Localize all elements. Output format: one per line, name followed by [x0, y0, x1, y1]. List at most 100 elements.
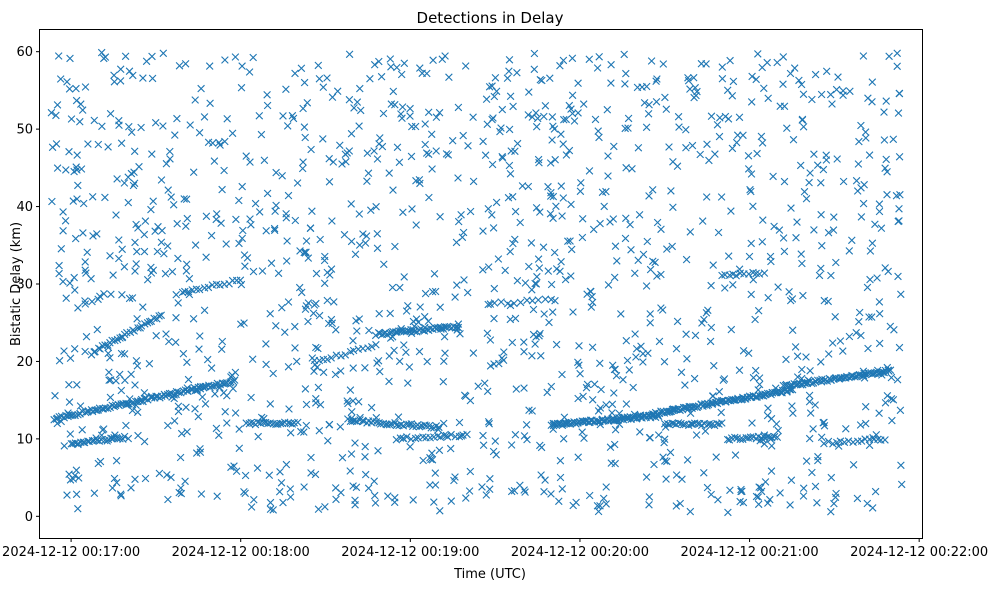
data-point	[483, 387, 492, 396]
data-point	[561, 275, 570, 284]
data-point	[805, 397, 814, 406]
data-point	[574, 358, 582, 367]
data-point	[854, 160, 863, 168]
data-point	[646, 265, 655, 274]
data-point	[821, 376, 829, 384]
data-point	[272, 322, 280, 330]
x-tick-label: 2024-12-12 00:18:00	[172, 545, 310, 560]
data-point	[691, 331, 700, 340]
data-point	[652, 77, 660, 85]
data-point	[469, 113, 477, 121]
data-point	[302, 302, 311, 310]
data-point	[172, 387, 181, 396]
data-point	[302, 421, 311, 430]
data-point	[347, 200, 355, 208]
data-point	[559, 435, 568, 443]
data-point	[720, 375, 729, 383]
data-point	[210, 157, 219, 165]
data-point	[241, 471, 250, 480]
data-point	[65, 85, 74, 93]
data-point	[238, 234, 246, 243]
data-point	[861, 419, 870, 428]
data-point	[748, 419, 756, 427]
data-point	[73, 381, 81, 389]
data-point	[557, 130, 565, 138]
data-point	[546, 74, 554, 82]
data-point	[215, 431, 223, 440]
data-point	[486, 474, 494, 483]
data-point	[752, 492, 761, 501]
data-point	[507, 441, 516, 449]
data-point	[834, 442, 843, 450]
data-point	[505, 161, 514, 170]
data-point	[78, 106, 87, 114]
data-point	[160, 249, 168, 258]
data-point	[344, 399, 352, 408]
data-point	[625, 366, 634, 374]
data-point	[632, 353, 640, 361]
data-point	[300, 248, 308, 257]
data-point	[353, 98, 362, 106]
data-point	[466, 467, 475, 476]
data-point	[135, 162, 143, 171]
data-point	[411, 122, 420, 131]
data-point	[397, 70, 406, 79]
data-point	[297, 64, 306, 73]
data-point	[578, 428, 586, 436]
data-point	[235, 239, 243, 248]
data-point	[386, 309, 394, 318]
data-point	[593, 417, 601, 426]
data-point	[101, 193, 109, 202]
data-point	[385, 377, 393, 386]
data-point	[503, 74, 512, 82]
data-point	[790, 64, 799, 72]
data-point	[653, 75, 661, 83]
data-point	[591, 115, 600, 124]
data-point	[465, 487, 474, 495]
data-point	[533, 272, 541, 281]
data-point	[338, 453, 347, 462]
data-point	[474, 382, 482, 390]
data-point	[469, 349, 478, 357]
data-point	[896, 406, 905, 415]
data-point	[788, 326, 797, 334]
data-point	[865, 313, 873, 321]
data-point	[672, 344, 681, 353]
data-point	[621, 234, 630, 243]
data-point	[491, 437, 500, 445]
data-point	[827, 271, 835, 280]
data-point	[798, 365, 806, 374]
data-point	[375, 309, 383, 318]
data-point	[272, 201, 280, 210]
data-point	[785, 288, 793, 296]
data-point	[53, 164, 62, 172]
data-point	[364, 169, 373, 177]
data-point	[286, 493, 295, 501]
data-point	[622, 400, 631, 408]
data-point	[131, 475, 139, 484]
data-point	[402, 327, 411, 336]
data-point	[398, 103, 407, 111]
data-point	[626, 220, 634, 229]
data-point	[182, 222, 190, 230]
data-point	[55, 269, 63, 278]
data-point	[828, 339, 837, 347]
data-point	[111, 336, 119, 345]
data-point	[535, 264, 544, 272]
data-point	[533, 114, 542, 123]
data-point	[166, 147, 174, 156]
data-point	[282, 257, 291, 265]
data-point	[189, 168, 198, 176]
data-point	[159, 49, 168, 58]
data-point	[111, 401, 120, 410]
data-point	[888, 416, 896, 425]
data-point	[221, 137, 229, 146]
data-point	[770, 432, 779, 441]
data-point	[63, 491, 71, 499]
data-point	[851, 373, 859, 381]
data-point	[319, 135, 327, 143]
data-point	[283, 122, 292, 130]
data-point	[558, 370, 566, 379]
data-point	[385, 169, 393, 177]
data-point	[163, 471, 171, 479]
